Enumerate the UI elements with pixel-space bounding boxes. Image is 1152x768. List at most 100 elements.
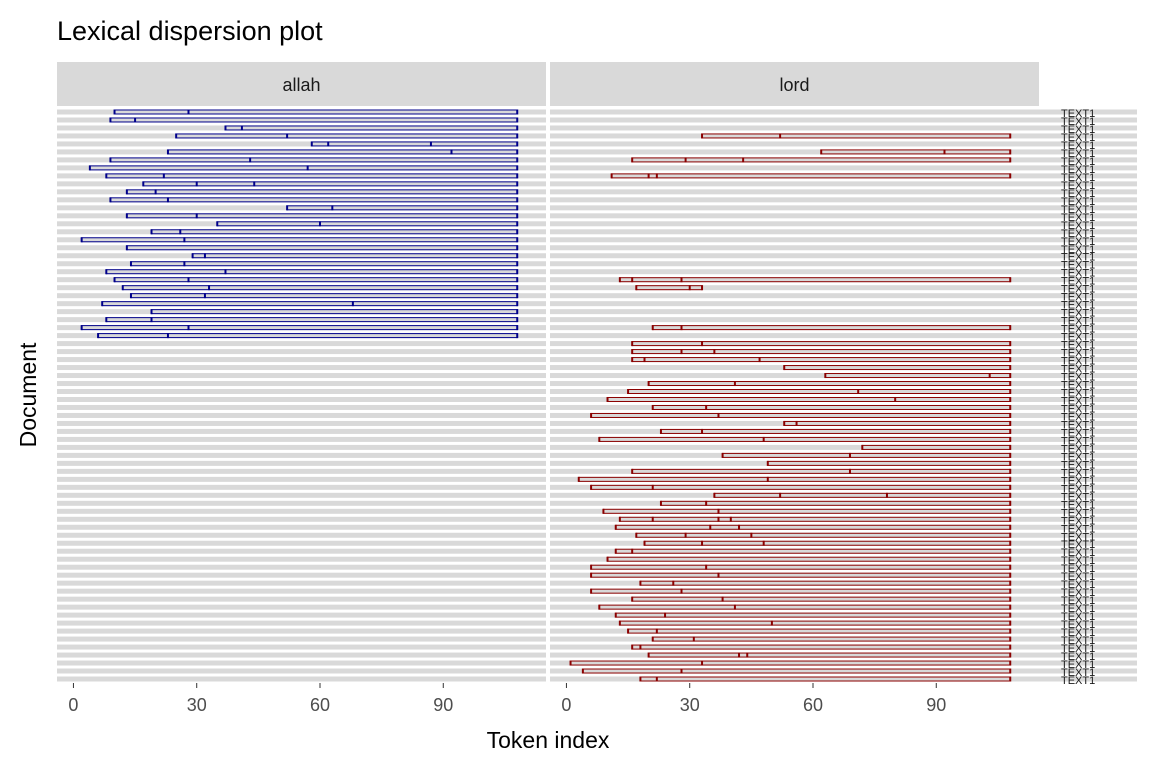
token-mark <box>779 492 782 498</box>
document-band <box>57 644 546 650</box>
token-mark <box>109 197 112 203</box>
document-band <box>550 317 1039 323</box>
token-mark <box>577 476 580 482</box>
token-mark <box>684 532 687 538</box>
document-label-band <box>1039 285 1137 291</box>
document-label-band <box>1039 173 1137 179</box>
document-band <box>550 540 1039 546</box>
document-band <box>57 420 546 426</box>
document-band <box>57 636 546 642</box>
token-mark <box>1009 476 1012 482</box>
document-band <box>57 676 546 682</box>
document-band <box>57 237 546 243</box>
token-mark <box>203 253 206 259</box>
token-mark <box>701 540 704 546</box>
token-mark <box>618 277 621 283</box>
token-mark <box>1009 277 1012 283</box>
document-band <box>57 173 546 179</box>
document-band <box>550 269 1039 275</box>
token-mark <box>762 540 765 546</box>
document-band <box>550 596 1039 602</box>
x-tick-label: 30 <box>187 695 207 715</box>
token-mark <box>1009 436 1012 442</box>
document-label: TEXT1 <box>1061 180 1095 192</box>
document-label-band <box>1039 484 1137 490</box>
document-band <box>57 556 546 562</box>
token-mark <box>516 269 519 275</box>
document-label-band <box>1039 572 1137 578</box>
token-mark <box>203 293 206 299</box>
token-mark <box>1009 444 1012 450</box>
document-band <box>57 109 546 115</box>
document-band <box>550 125 1039 131</box>
document-label-band <box>1039 652 1137 658</box>
document-band <box>550 253 1039 259</box>
token-mark <box>569 660 572 666</box>
document-label-band <box>1039 117 1137 123</box>
token-mark <box>327 141 330 147</box>
document-band <box>550 261 1039 267</box>
token-mark <box>240 125 243 131</box>
document-band <box>57 612 546 618</box>
token-mark <box>581 668 584 674</box>
token-mark <box>762 436 765 442</box>
document-band <box>550 221 1039 227</box>
document-band <box>550 109 1039 115</box>
document-band <box>57 389 546 395</box>
document-band <box>550 301 1039 307</box>
document-band <box>57 500 546 506</box>
document-band <box>550 365 1039 371</box>
document-label: TEXT1 <box>1061 635 1095 647</box>
token-mark <box>701 133 704 139</box>
document-band <box>550 189 1039 195</box>
document-label-band <box>1039 492 1137 498</box>
document-band <box>550 652 1039 658</box>
document-band <box>550 309 1039 315</box>
token-mark <box>1009 173 1012 179</box>
token-mark <box>113 277 116 283</box>
token-mark <box>631 157 634 163</box>
token-mark <box>627 389 630 395</box>
document-band <box>550 500 1039 506</box>
token-mark <box>105 173 108 179</box>
token-mark <box>516 293 519 299</box>
document-labels: TEXT1TEXT1TEXT1TEXT1TEXT1TEXT1TEXT1TEXT1… <box>1039 108 1137 687</box>
document-band <box>550 173 1039 179</box>
token-mark <box>861 444 864 450</box>
token-mark <box>516 333 519 339</box>
document-label: TEXT1 <box>1061 340 1095 352</box>
document-label: TEXT1 <box>1061 348 1095 360</box>
token-mark <box>166 333 169 339</box>
token-mark <box>1009 389 1012 395</box>
document-band <box>57 293 546 299</box>
token-mark <box>1009 644 1012 650</box>
token-mark <box>1009 365 1012 371</box>
document-band <box>550 396 1039 402</box>
token-mark <box>195 213 198 219</box>
document-label: TEXT1 <box>1061 555 1095 567</box>
document-label-band <box>1039 548 1137 554</box>
document-band <box>57 428 546 434</box>
token-mark <box>598 604 601 610</box>
token-mark <box>208 285 211 291</box>
token-mark <box>1009 628 1012 634</box>
token-mark <box>631 596 634 602</box>
token-mark <box>125 245 128 251</box>
document-label: TEXT1 <box>1061 196 1095 208</box>
facet-panel-lord: lord 0 30 60 90 <box>550 62 1039 715</box>
token-mark <box>635 285 638 291</box>
document-band <box>550 149 1039 155</box>
token-mark <box>1009 500 1012 506</box>
document-label-band <box>1039 253 1137 259</box>
document-label: TEXT1 <box>1061 132 1095 144</box>
document-label: TEXT1 <box>1061 531 1095 543</box>
token-mark <box>590 572 593 578</box>
token-mark <box>516 285 519 291</box>
token-mark <box>516 197 519 203</box>
token-mark <box>1009 468 1012 474</box>
token-mark <box>286 133 289 139</box>
document-band <box>57 325 546 331</box>
document-band <box>57 229 546 235</box>
token-mark <box>701 341 704 347</box>
document-label: TEXT1 <box>1061 611 1095 623</box>
